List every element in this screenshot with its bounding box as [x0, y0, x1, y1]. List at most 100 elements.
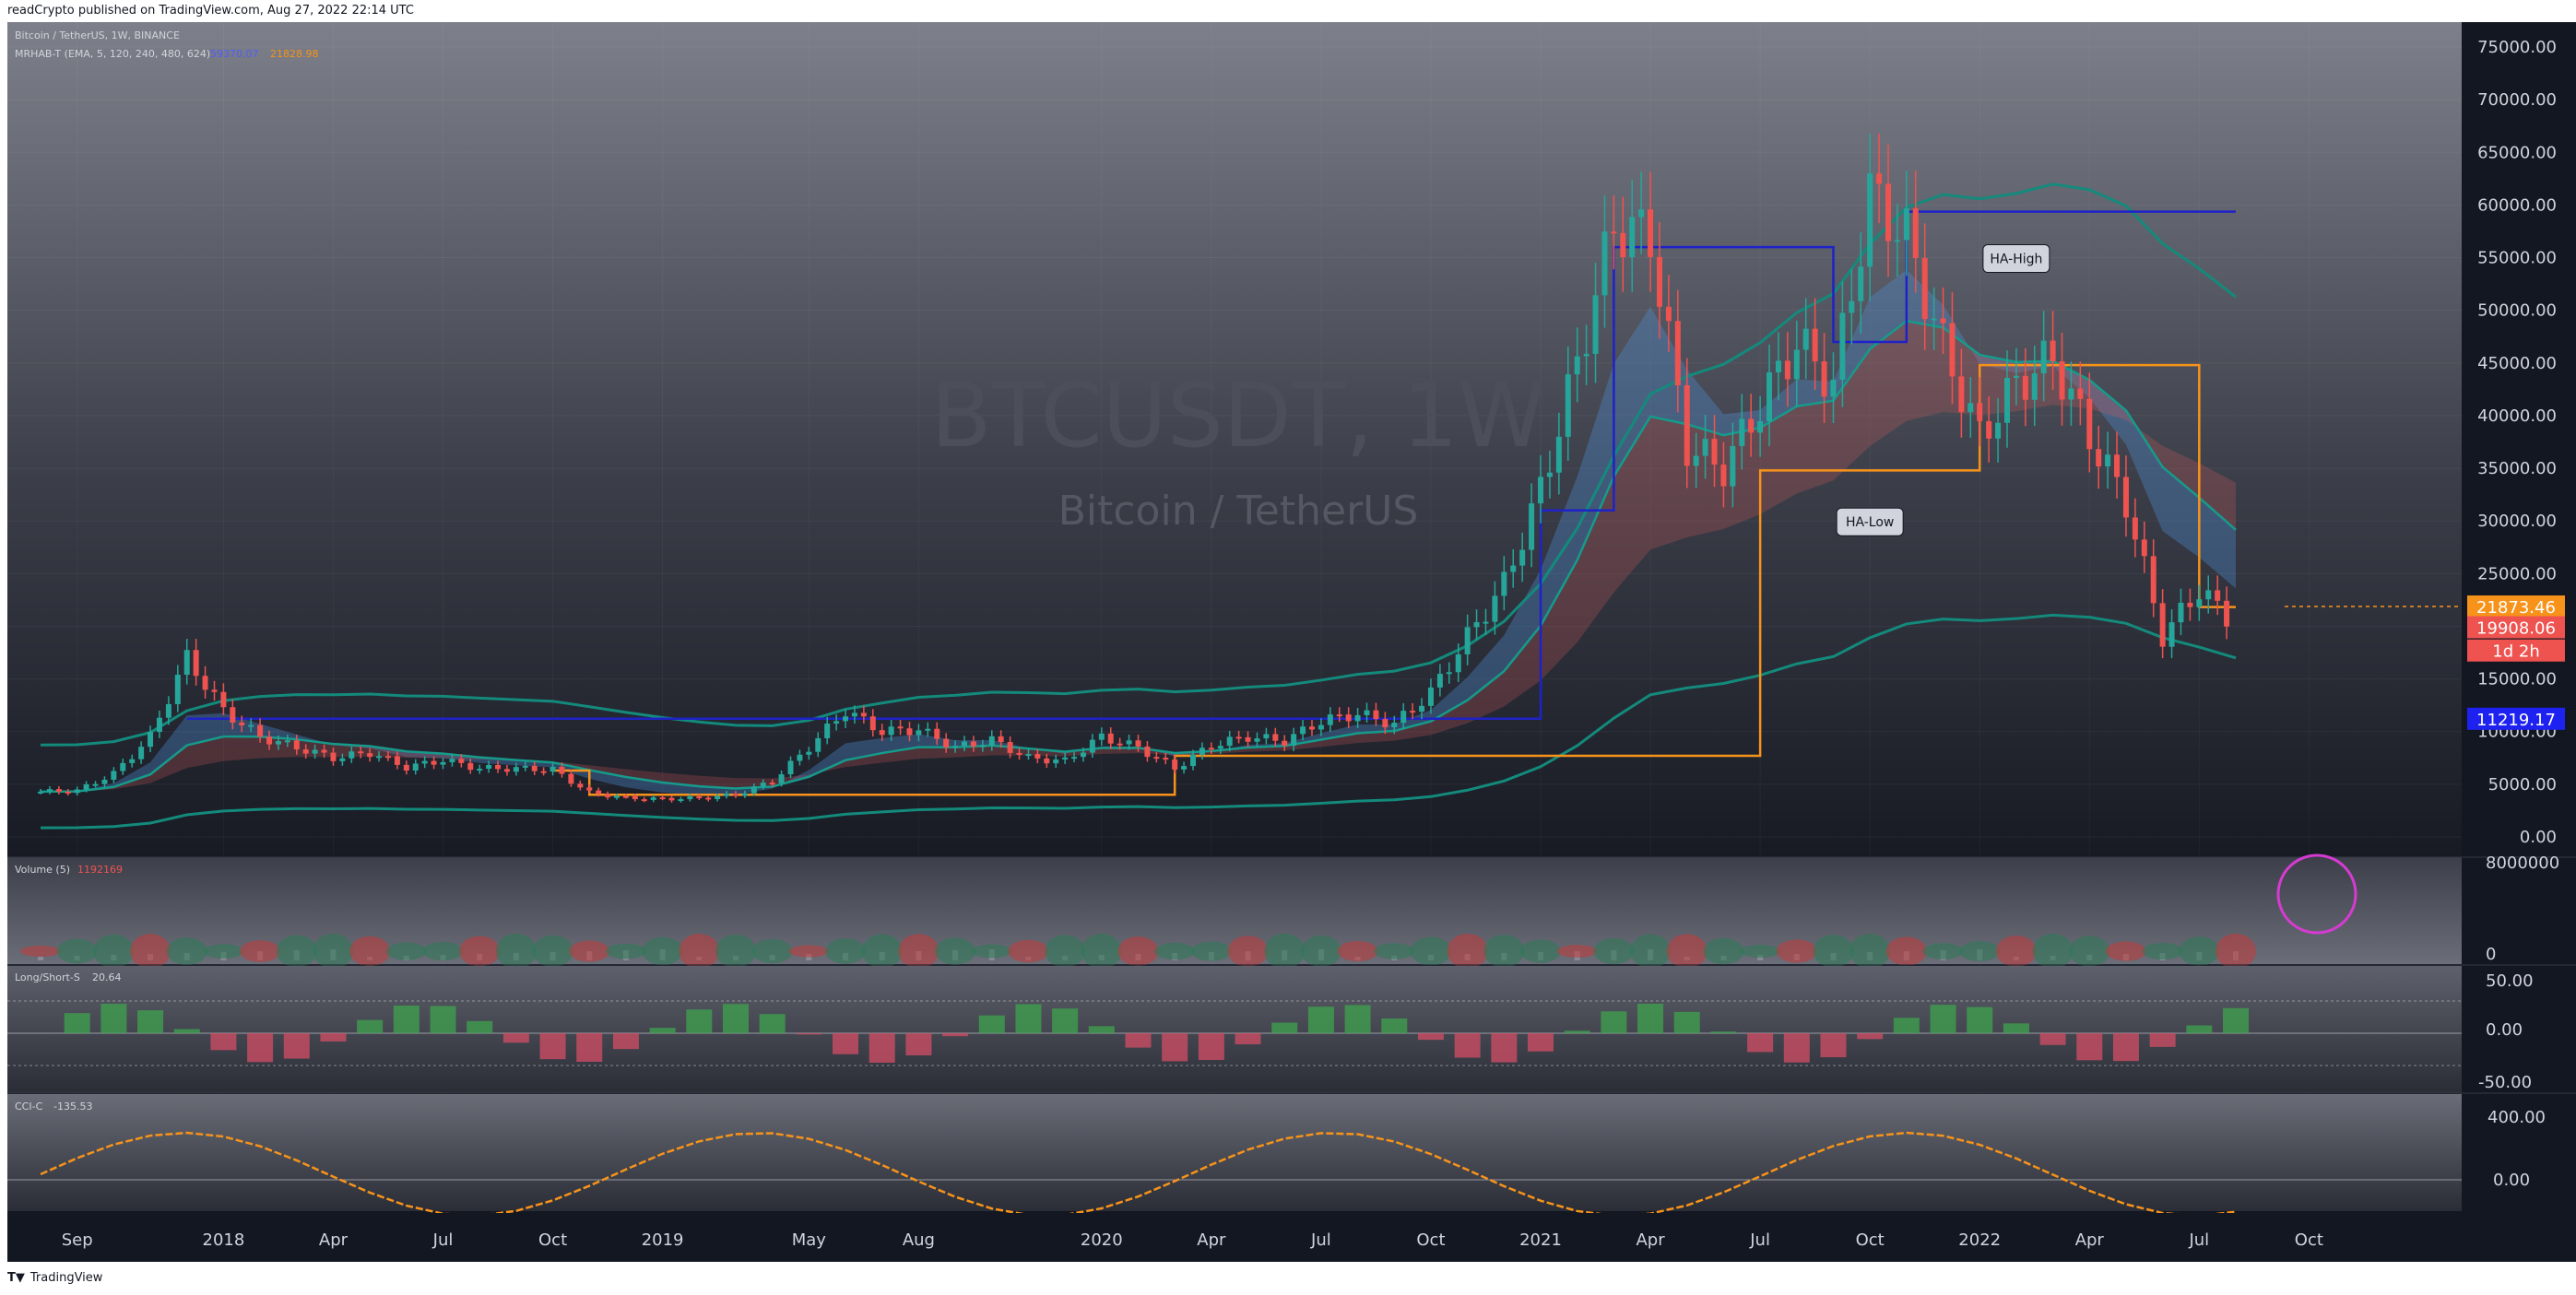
price-tick-label: 0.00: [2520, 828, 2557, 847]
candle: [384, 756, 391, 759]
candle: [1638, 209, 1645, 218]
candle: [741, 793, 748, 796]
candle: [1235, 736, 1242, 739]
candle: [860, 712, 867, 717]
candle: [1007, 742, 1013, 753]
volume-cloud: [1556, 945, 1598, 958]
candle: [724, 793, 730, 796]
candle: [1775, 360, 1781, 373]
candle: [2141, 539, 2147, 557]
long-short-bar: [1015, 1004, 1042, 1033]
candle: [605, 794, 611, 798]
candle: [1629, 217, 1636, 257]
candle: [1592, 295, 1599, 354]
time-tick-label: Oct: [2295, 1230, 2323, 1250]
candle: [1995, 422, 2002, 439]
candle: [943, 738, 950, 748]
candle: [376, 756, 383, 759]
candle: [2168, 622, 2175, 647]
candle: [1025, 754, 1032, 757]
long-short-bar: [137, 1010, 164, 1033]
long-short-bar: [796, 1033, 822, 1035]
volume-cloud: [93, 934, 135, 969]
annotation-callout[interactable]: HA-Low: [1836, 507, 1904, 536]
main-pane[interactable]: BTCUSDT, 1W Bitcoin / TetherUS Bitcoin /…: [7, 22, 2462, 1211]
time-tick-label: Oct: [1416, 1230, 1445, 1250]
candle: [486, 765, 492, 770]
candle: [1849, 300, 1855, 313]
candle: [2215, 590, 2221, 601]
long-short-bar: [247, 1033, 274, 1063]
candle: [641, 799, 647, 802]
candle: [897, 726, 904, 729]
volume-cloud: [1117, 936, 1159, 966]
volume-cloud: [569, 940, 610, 962]
candle: [431, 760, 437, 765]
chart-frame[interactable]: BTCUSDT, 1W Bitcoin / TetherUS Bitcoin /…: [7, 22, 2576, 1262]
volume-cloud: [422, 941, 464, 961]
long-short-pane[interactable]: Long/Short-S 20.64 50.00 0.00 -50.00: [7, 964, 2576, 1093]
candle: [659, 797, 666, 800]
volume-cloud: [1703, 937, 1744, 965]
candle: [1446, 672, 1452, 675]
long-short-bar: [1820, 1033, 1847, 1058]
volume-cloud: [2179, 936, 2220, 966]
long-short-bar: [1857, 1033, 1884, 1040]
long-short-bar: [393, 1005, 419, 1033]
time-axis[interactable]: Sep 2018 Apr Jul Oct 2019 May Aug 2020 Apr Jul Oct 2…: [7, 1213, 2462, 1262]
long-short-bar: [1125, 1033, 1152, 1048]
volume-pane[interactable]: Volume (5) 1192169 8000000 0: [7, 854, 2576, 970]
candle: [148, 732, 154, 748]
price-tick-label: 25000.00: [2477, 564, 2557, 583]
candle: [1912, 208, 1919, 258]
candle: [678, 799, 684, 802]
volume-cloud: [459, 936, 501, 967]
long-short-bar: [2112, 1033, 2139, 1062]
candle: [934, 728, 940, 739]
candle: [2205, 590, 2212, 600]
candle: [586, 787, 593, 791]
candle: [1391, 723, 1398, 728]
long-short-bar: [173, 1029, 200, 1033]
volume-cloud: [1227, 936, 1269, 967]
chart-svg[interactable]: BTCUSDT, 1W Bitcoin / TetherUS Bitcoin /…: [7, 22, 2576, 1262]
candle: [1876, 173, 1883, 184]
candle: [925, 728, 931, 731]
long-short-bar: [2039, 1033, 2066, 1045]
candle: [1519, 549, 1526, 566]
candle: [2122, 477, 2129, 518]
price-badge-label: 19908.06: [2476, 619, 2556, 639]
candle: [2178, 602, 2184, 623]
candle: [1529, 503, 1535, 550]
volume-cloud: [1630, 934, 1672, 969]
candle: [1958, 376, 1965, 413]
candle: [1263, 734, 1270, 739]
volume-cloud: [1483, 935, 1525, 968]
candle: [1382, 719, 1388, 728]
candle: [1062, 757, 1069, 760]
time-tick-label: 2022: [1958, 1230, 2001, 1250]
candle: [906, 728, 913, 736]
watermark-name: Bitcoin / TetherUS: [1058, 488, 1419, 535]
long-short-bar: [1417, 1033, 1444, 1041]
candle: [230, 707, 236, 723]
volume-cloud: [532, 935, 573, 968]
candle: [531, 765, 538, 771]
candle: [568, 773, 574, 784]
volume-cloud: [751, 938, 793, 964]
candle: [1455, 653, 1461, 673]
footer-brand: TradingView: [30, 1271, 103, 1285]
price-axis[interactable]: 75000.00 70000.00 65000.00 60000.00 55000.00…: [2462, 22, 2576, 1237]
candle: [1583, 353, 1589, 357]
cci-pane[interactable]: CCI-C -135.53 400.00 0.00: [7, 1092, 2576, 1218]
candle: [239, 722, 245, 725]
time-tick-label: Aug: [903, 1230, 935, 1250]
candle: [1693, 455, 1699, 466]
candle: [1016, 752, 1022, 755]
candle: [1318, 724, 1324, 730]
time-tick-label: Oct: [538, 1230, 567, 1250]
annotation-callout[interactable]: HA-High: [1982, 244, 2050, 274]
volume-cloud: [679, 934, 720, 969]
volume-axis-zero: 0: [2486, 945, 2496, 964]
candle: [1648, 209, 1654, 257]
